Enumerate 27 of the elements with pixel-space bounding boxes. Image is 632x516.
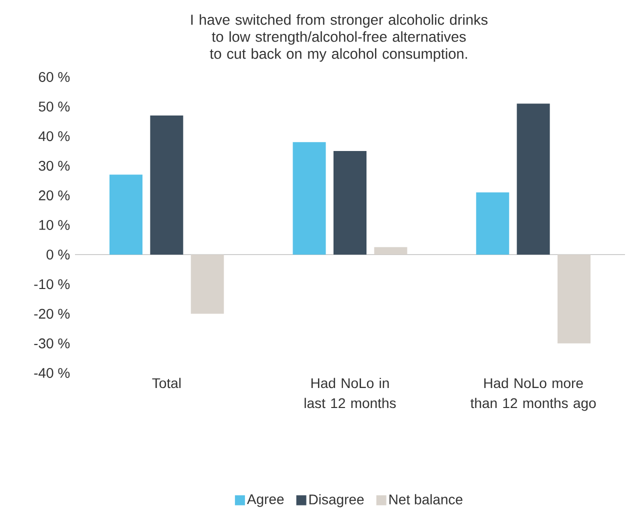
bar bbox=[476, 192, 510, 255]
y-tick-label: 0 % bbox=[46, 250, 70, 260]
bar bbox=[292, 142, 326, 255]
y-tick-label: 50 % bbox=[38, 102, 70, 112]
bar bbox=[558, 254, 591, 344]
legend-label: Disagree bbox=[309, 494, 364, 508]
y-tick-label: 40 % bbox=[38, 131, 70, 142]
y-tick-label: -30 % bbox=[34, 338, 70, 348]
legend-label: Agree bbox=[246, 494, 284, 507]
chart-title: I have switched from stronger alcoholic drinks to low strength/alcohol-free alternatives to cut back on my alcohol consumption. bbox=[191, 14, 488, 62]
bar bbox=[190, 254, 224, 314]
x-tick-label: Total bbox=[152, 378, 181, 388]
y-tick-label: 60 % bbox=[38, 72, 70, 82]
y-tick-label: -10 % bbox=[34, 279, 70, 290]
bar bbox=[109, 174, 142, 255]
y-tick-label: 30 % bbox=[38, 160, 70, 171]
y-tick-label: 20 % bbox=[38, 190, 70, 200]
y-tick-label: 10 % bbox=[39, 220, 70, 230]
y-tick-label: -20 % bbox=[34, 308, 70, 319]
legend-label: Net balance bbox=[389, 494, 462, 504]
bar bbox=[516, 104, 550, 255]
bar bbox=[150, 115, 184, 255]
bar bbox=[334, 150, 366, 255]
x-tick-label: Had NoLo more than 12 months ago bbox=[470, 378, 596, 411]
bar bbox=[374, 247, 408, 255]
y-tick-label: -40 % bbox=[34, 368, 70, 378]
x-tick-label: Had NoLo in last 12 months bbox=[304, 378, 396, 408]
